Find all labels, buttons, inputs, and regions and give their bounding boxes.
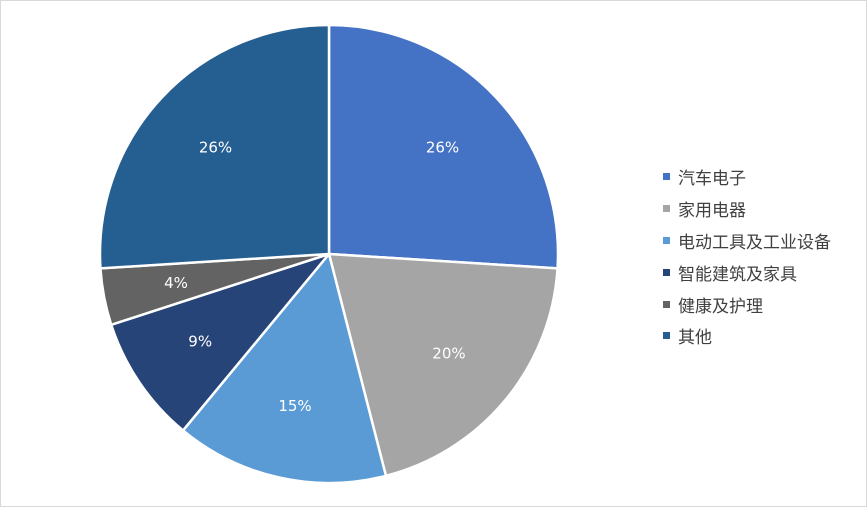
legend-label: 其他 <box>678 328 712 349</box>
legend-swatch <box>663 332 670 340</box>
slice-data-label: 26% <box>199 138 232 156</box>
legend-label: 健康及护理 <box>678 296 763 317</box>
pie-slice <box>327 23 560 270</box>
slice-data-label: 20% <box>432 344 465 362</box>
legend-item: 汽车电子 <box>663 161 831 193</box>
pie-slice <box>327 252 559 478</box>
slice-data-label: 9% <box>188 333 212 351</box>
legend-swatch <box>663 300 670 308</box>
slice-data-label: 26% <box>426 138 459 156</box>
legend-item: 电动工具及工业设备 <box>663 225 831 257</box>
legend-label: 家用电器 <box>678 201 746 222</box>
pie-slice <box>98 23 331 270</box>
legend: 汽车电子家用电器电动工具及工业设备 智能建筑及家具 健康及护理其他 <box>663 161 831 352</box>
legend-swatch <box>663 268 670 276</box>
legend-label: 电动工具及工业设备 <box>678 232 831 253</box>
legend-label: 汽车电子 <box>678 169 746 190</box>
slice-data-label: 4% <box>164 274 188 292</box>
legend-swatch <box>663 205 670 213</box>
legend-item: 健康及护理 <box>663 288 831 320</box>
slice-data-label: 15% <box>278 397 311 415</box>
legend-label: 智能建筑及家具 <box>678 264 797 285</box>
legend-swatch <box>663 173 670 181</box>
legend-swatch <box>663 236 670 244</box>
pie-slice <box>181 252 388 485</box>
legend-item: 其他 <box>663 320 831 352</box>
pie-slice <box>109 252 331 432</box>
legend-item: 智能建筑及家具 <box>663 256 831 288</box>
legend-item: 家用电器 <box>663 193 831 225</box>
